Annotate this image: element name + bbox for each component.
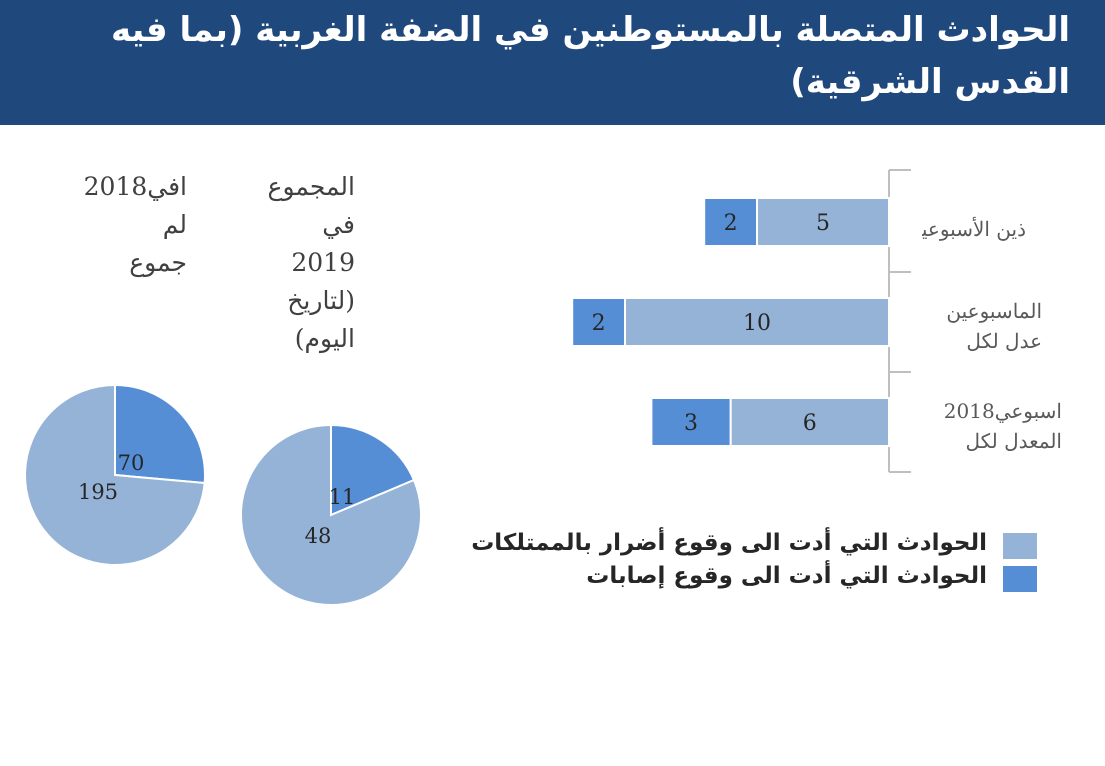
pie-caption-2019-line-2: 2019: [291, 248, 355, 277]
pie-caption-2019-line-1: في: [322, 210, 355, 239]
legend-label-property-damage: الحوادث التي أدت الى وقوع أضرار بالممتلك…: [471, 530, 987, 556]
legend-item-property-damage: الحوادث التي أدت الى وقوع أضرار بالممتلك…: [437, 530, 1037, 562]
pie-caption-2018-line-0: افي2018: [83, 172, 187, 201]
title-banner: الحوادث المتصلة بالمستوطنين في الضفة الغ…: [0, 0, 1105, 125]
bar-label-0-series-1: 2: [724, 211, 738, 236]
bar-label-0-series-0: 5: [816, 211, 830, 236]
category-label-1-line-0: الماسبوعين: [946, 299, 1042, 323]
pie-label-0: 70: [118, 451, 145, 475]
bar-1-series-1: [571, 297, 627, 347]
legend-swatch-property-damage: [1003, 533, 1037, 559]
bar-label-1-series-0: 10: [743, 311, 771, 336]
bar-chart: 5 2 10 2 6 3: [571, 169, 911, 473]
page-title: الحوادث المتصلة بالمستوطنين في الضفة الغ…: [110, 10, 1070, 102]
pie-slice-1: [240, 423, 422, 606]
category-label-0: ذين الأسبوعين: [922, 214, 1026, 244]
category-label-0-line-0: ذين الأسبوعين: [922, 217, 1026, 241]
category-label-2-line-1: المعدل لكل: [965, 429, 1062, 453]
category-label-2: اسبوعي2018 المعدل لكل: [922, 396, 1062, 456]
pie-caption-2019-line-0: المجموع: [267, 172, 355, 201]
bar-label-2-series-1: 3: [684, 411, 698, 436]
category-label-2-line-0: اسبوعي2018: [943, 399, 1062, 423]
bar-2-series-1: [650, 397, 732, 447]
category-label-1-line-1: عدل لكل: [966, 329, 1042, 353]
pie-caption-2019-line-4: اليوم): [294, 324, 355, 353]
pie-slice-0: [114, 383, 206, 485]
pie-caption-2019-line-3: (لتاريخ: [287, 286, 355, 315]
legend-item-injuries: الحوادث التي أدت الى وقوع إصابات: [437, 563, 1037, 595]
pie-caption-2018-line-1: لم: [162, 210, 187, 239]
category-label-1: الماسبوعين عدل لكل: [922, 296, 1042, 356]
pie-slice-0: [330, 423, 416, 517]
pie-chart-2019: 11 48: [240, 423, 422, 606]
pie-label-0: 11: [329, 485, 356, 509]
pie-caption-2018-line-2: جموع: [129, 248, 187, 277]
pie-caption-2018: افي2018 لم جموع: [57, 168, 187, 282]
pie-label-1: 48: [305, 524, 332, 548]
bar-0-series-0: [756, 197, 890, 247]
pie-label-1: 195: [78, 480, 118, 504]
pie-caption-2019: المجموع في 2019 (لتاريخ اليوم): [215, 168, 355, 358]
legend-swatch-injuries: [1003, 566, 1037, 592]
pie-slice-1: [24, 383, 206, 566]
bar-0-series-1: [703, 197, 759, 247]
bar-label-1-series-1: 2: [592, 311, 606, 336]
bar-label-2-series-0: 6: [803, 411, 817, 436]
legend-label-injuries: الحوادث التي أدت الى وقوع إصابات: [586, 563, 987, 589]
